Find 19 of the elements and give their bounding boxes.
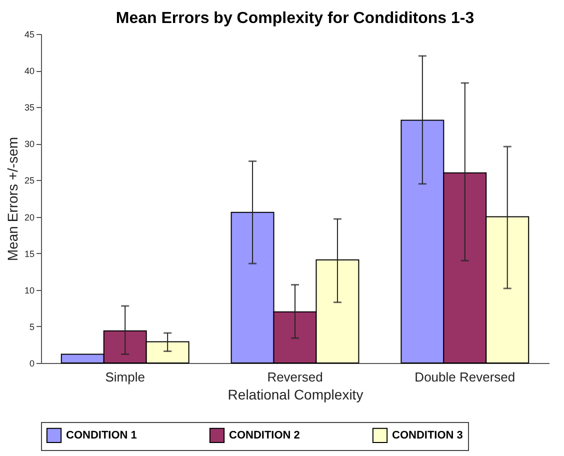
legend-label: CONDITION 3 (392, 429, 463, 442)
y-tick-label: 15 (24, 248, 34, 259)
y-tick-label: 20 (24, 212, 34, 222)
y-axis-title: Mean Errors +/-sem (4, 136, 20, 262)
x-tick-label: Reversed (267, 370, 323, 384)
legend-label: CONDITION 1 (66, 429, 137, 442)
chart-title: Mean Errors by Complexity for Condiditons 1-3 (116, 10, 474, 27)
x-tick-label: Double Reversed (414, 370, 516, 384)
y-tick-label: 35 (24, 102, 34, 113)
y-tick-label: 5 (29, 322, 34, 332)
y-tick-label: 40 (24, 66, 34, 76)
y-tick-label: 0 (29, 358, 34, 368)
y-tick-label: 45 (24, 30, 34, 40)
legend-label: CONDITION 2 (229, 429, 300, 442)
x-axis-title: Relational Complexity (228, 386, 364, 402)
y-tick-label: 25 (24, 176, 34, 186)
x-tick-label: Simple (105, 370, 145, 384)
y-tick-label: 10 (24, 285, 34, 296)
y-tick-label: 30 (24, 139, 34, 150)
